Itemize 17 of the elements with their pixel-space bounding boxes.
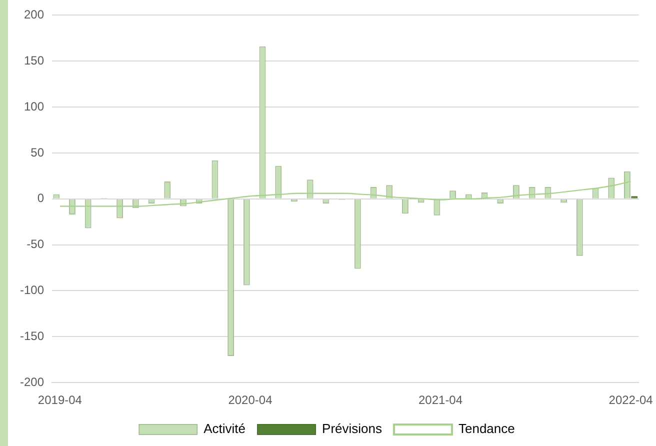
legend-label: Tendance [458, 421, 515, 436]
line-series [59, 180, 632, 207]
x-tick-label: 2020-04 [228, 393, 273, 408]
y-tick-label: 150 [24, 53, 44, 68]
y-tick-label: 100 [24, 99, 44, 114]
legend-label: Activité [204, 421, 246, 436]
y-tick-label: 200 [24, 8, 44, 22]
y-tick-label: -150 [20, 328, 44, 343]
y-tick-label: 50 [30, 145, 44, 160]
y-tick-label: 0 [37, 191, 44, 206]
legend-label: Prévisions [322, 421, 382, 436]
y-tick-label: -100 [20, 283, 44, 298]
x-tick-label: 2019-04 [38, 393, 82, 408]
y-tick-label: -50 [26, 237, 44, 252]
x-tick-label: 2022-04 [608, 393, 654, 408]
y-tick-label: -200 [20, 374, 44, 389]
x-tick-label: 2021-04 [418, 393, 463, 408]
